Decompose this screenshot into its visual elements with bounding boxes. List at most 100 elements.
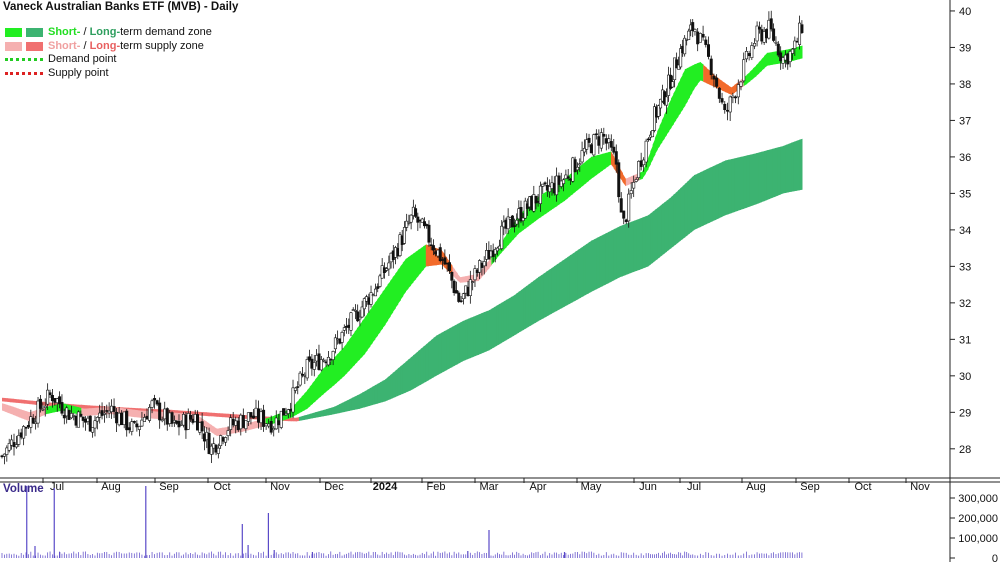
long-term-zone — [506, 298, 510, 341]
long-term-zone — [503, 299, 507, 342]
long-term-zone — [86, 405, 90, 409]
candle-body — [137, 426, 141, 430]
legend-demand-point-line — [5, 58, 43, 62]
long-term-zone — [636, 218, 641, 271]
legend-demand-point-label: Demand point — [48, 53, 117, 65]
long-term-zone — [290, 417, 295, 422]
candle-body — [557, 175, 561, 185]
long-term-zone — [712, 164, 717, 222]
short-term-supply-zone — [622, 173, 626, 187]
candle-body — [55, 398, 59, 404]
long-term-zone — [659, 204, 663, 258]
candle-body — [762, 31, 766, 43]
x-tick-label: Aug — [746, 481, 766, 493]
candle-body — [226, 430, 230, 437]
y-tick-label: 33 — [959, 261, 971, 273]
long-term-zone — [377, 382, 381, 404]
short-term-zone — [392, 273, 396, 313]
candle-body — [671, 81, 675, 88]
long-term-zone — [441, 331, 445, 373]
long-term-zone — [796, 139, 800, 191]
candle-body — [387, 262, 391, 270]
candle-body — [409, 214, 413, 223]
candle-body — [186, 413, 190, 430]
short-term-supply-zone — [428, 245, 432, 267]
short-term-zone — [664, 109, 667, 139]
long-term-zone — [224, 413, 229, 418]
long-term-zone — [328, 407, 332, 416]
short-term-zone — [593, 155, 598, 177]
y-tick-label: 28 — [959, 444, 971, 456]
candle-body — [102, 412, 106, 415]
long-term-zone — [535, 277, 539, 323]
candle-body — [58, 396, 62, 405]
candle-body — [698, 33, 702, 43]
long-term-zone — [7, 398, 11, 403]
x-tick-label: Mar — [480, 481, 499, 493]
short-term-zone — [10, 405, 14, 415]
short-term-zone — [756, 62, 760, 77]
short-term-zone — [131, 409, 135, 418]
candle-body — [279, 410, 283, 428]
candle-body — [747, 53, 751, 56]
candle-body — [155, 400, 159, 405]
short-term-zone — [208, 423, 212, 433]
candle-body — [333, 337, 337, 350]
candle-body — [53, 398, 57, 403]
candle-body — [585, 139, 589, 150]
candle-body — [0, 455, 4, 458]
long-term-zone — [671, 194, 674, 249]
candle-body — [500, 225, 504, 249]
long-term-zone — [788, 142, 792, 193]
long-term-zone — [561, 259, 566, 308]
price-panel — [0, 0, 950, 478]
candle-body — [736, 84, 740, 98]
long-term-zone — [677, 188, 681, 243]
long-term-zone — [591, 239, 595, 292]
long-term-zone — [222, 413, 226, 418]
long-term-zone — [743, 155, 748, 209]
short-term-zone — [137, 410, 141, 418]
candle-body — [715, 77, 719, 87]
long-term-zone — [203, 412, 207, 416]
long-term-zone — [533, 279, 537, 324]
long-term-zone — [379, 380, 383, 403]
long-term-zone — [420, 346, 424, 385]
candle-body — [720, 98, 724, 103]
short-term-zone — [26, 411, 31, 422]
candle-body — [46, 389, 50, 405]
long-term-zone — [622, 224, 626, 277]
long-term-zone — [372, 385, 376, 405]
short-term-zone — [546, 189, 550, 214]
candle-body — [471, 281, 475, 283]
long-term-zone — [18, 399, 22, 404]
y-tick-label: 40 — [959, 6, 971, 18]
short-term-zone — [94, 407, 99, 416]
short-term-zone — [580, 163, 584, 188]
candle-body — [604, 138, 608, 144]
candle-body — [637, 161, 641, 179]
long-term-zone — [687, 179, 690, 236]
short-term-zone — [423, 244, 427, 270]
long-term-zone — [633, 219, 638, 272]
long-term-zone — [675, 190, 679, 245]
candle-body — [612, 146, 616, 153]
candle-body — [619, 198, 623, 213]
long-term-zone — [392, 370, 396, 399]
short-term-zone — [179, 413, 183, 421]
candle-body — [704, 39, 708, 45]
candle-body — [767, 19, 771, 39]
long-term-zone — [481, 312, 485, 354]
short-term-supply-zone — [703, 64, 707, 84]
long-term-zone — [599, 235, 603, 288]
candle-body — [249, 412, 253, 418]
long-term-zone — [451, 325, 456, 368]
short-term-zone — [400, 262, 404, 301]
long-term-zone — [307, 413, 311, 420]
candle-body — [629, 190, 633, 194]
candle-body — [360, 306, 364, 318]
long-term-zone — [415, 351, 419, 388]
short-term-zone — [323, 365, 327, 395]
candle-body — [482, 261, 486, 267]
candle-body — [772, 28, 776, 41]
